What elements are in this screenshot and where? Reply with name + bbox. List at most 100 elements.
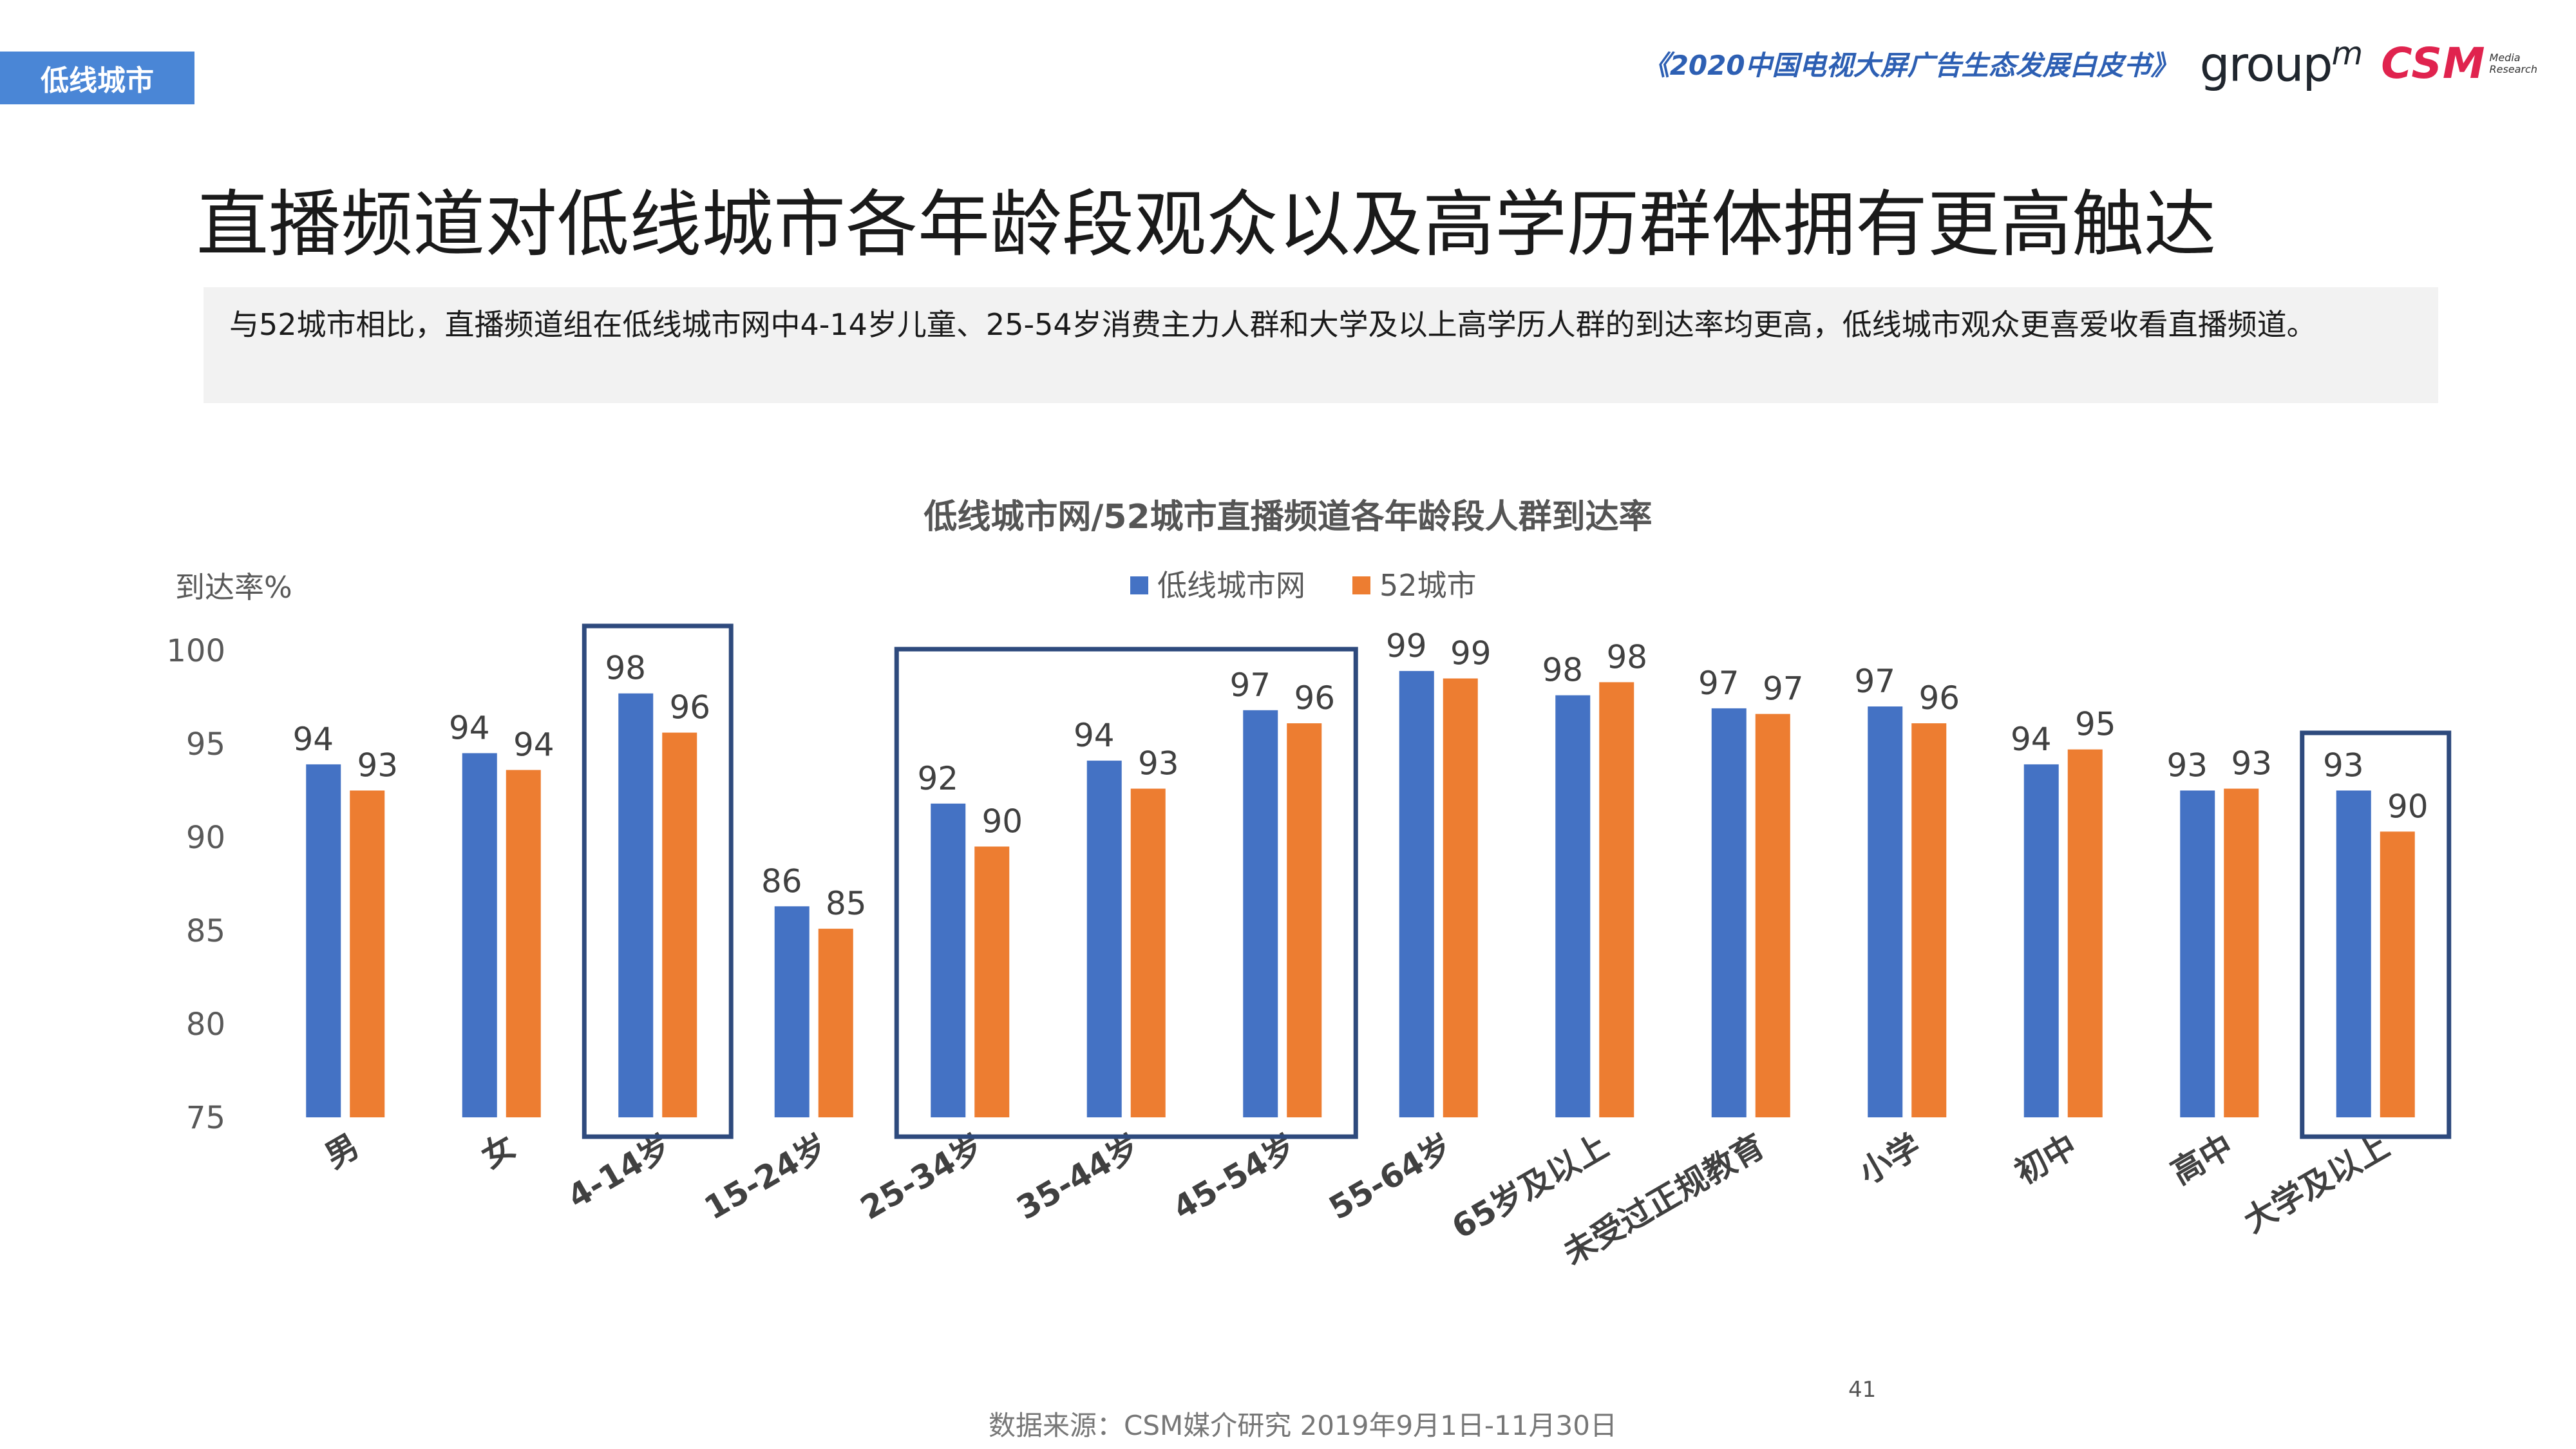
bar-lowtier [774,906,810,1117]
bar-52city [2067,749,2103,1117]
bar-52city [974,846,1010,1117]
bar-lowtier [931,803,966,1117]
bar-lowtier [1399,670,1434,1117]
y-axis-title: 到达率% [175,570,292,605]
header: 《2020中国电视大屏广告生态发展白皮书》 groupm CSM Media Re… [1643,35,2537,93]
bar-52city [818,929,853,1117]
data-label: 93 [1138,745,1179,782]
bar-lowtier [2023,764,2059,1117]
legend-swatch-1 [1352,576,1370,594]
data-label: 93 [2166,747,2208,784]
groupm-logo: groupm [2199,35,2363,93]
data-label: 98 [605,650,646,687]
y-tick-label: 90 [186,820,225,856]
x-category-label: 大学及以上 [2237,1127,2396,1240]
section-tag: 低线城市 [0,52,194,104]
bar-52city [1287,723,1322,1117]
x-category-label: 小学 [1853,1127,1927,1191]
x-category-label: 45-54岁 [1166,1127,1302,1227]
data-label: 90 [2387,788,2429,825]
groupm-logo-text: group [2199,37,2333,93]
groupm-logo-mark: m [2331,35,2363,72]
highlight-box [894,647,1358,1139]
summary-box: 与52城市相比，直播频道组在低线城市网中4-14岁儿童、25-54岁消费主力人群… [204,287,2438,403]
x-category-label: 男 [319,1127,365,1175]
summary-text: 与52城市相比，直播频道组在低线城市网中4-14岁儿童、25-54岁消费主力人群… [229,307,2316,342]
data-label: 96 [1294,679,1335,717]
csm-sub-media: Media [2489,51,2521,64]
legend-label-1: 52城市 [1379,568,1477,603]
x-category-label: 35-44岁 [1010,1127,1146,1227]
data-label: 99 [1386,627,1427,665]
data-label: 86 [761,862,802,900]
y-tick-label: 100 [166,633,225,669]
x-category-label: 高中 [2165,1127,2240,1191]
data-label: 99 [1450,635,1492,672]
data-label: 97 [1763,670,1804,708]
bar-52city [1599,682,1634,1117]
bar-52city [2380,831,2415,1117]
data-label: 85 [826,885,867,922]
bar-lowtier [2336,790,2371,1117]
data-label: 93 [2323,747,2364,784]
highlight-box [582,623,734,1139]
x-category-label: 女 [475,1127,521,1175]
data-label: 97 [1854,663,1895,700]
report-title: 《2020中国电视大屏广告生态发展白皮书》 [1642,50,2178,82]
data-label: 98 [1606,638,1647,676]
data-label: 93 [2231,745,2272,782]
y-tick-label: 75 [186,1100,225,1136]
data-label: 94 [2011,721,2052,758]
data-label: 96 [1918,679,1960,717]
data-label: 96 [669,689,710,726]
legend-swatch-0 [1130,576,1148,594]
page-number: 41 [1848,1377,1877,1403]
data-source: 数据来源：CSM媒介研究 2019年9月1日-11月30日 [989,1410,1617,1441]
data-label: 94 [1074,717,1115,754]
page-title: 直播频道对低线城市各年龄段观众以及高学历群体拥有更高触达 [196,183,2216,267]
bar-52city [1443,678,1478,1117]
data-label: 92 [917,760,958,797]
x-category-label: 15-24岁 [698,1127,834,1227]
bar-52city [1755,714,1790,1117]
y-tick-label: 80 [186,1007,225,1043]
data-label: 94 [513,726,554,764]
csm-sub-research: Research [2489,62,2537,75]
data-label: 97 [1698,665,1739,702]
data-label: 97 [1229,667,1271,704]
bar-lowtier [1086,761,1122,1117]
bar-lowtier [1555,695,1591,1117]
data-label: 94 [449,710,490,747]
bar-lowtier [1711,708,1747,1117]
x-category-label: 25-34岁 [854,1127,990,1227]
data-label: 93 [357,747,398,784]
bar-lowtier [618,693,654,1117]
data-label: 98 [1542,652,1583,689]
data-label: 90 [981,803,1023,840]
bar-lowtier [1868,706,1903,1117]
bar-52city [1911,723,1947,1117]
chart-title: 低线城市网/52城市直播频道各年龄段人群到达率 [923,498,1652,536]
bar-52city [506,770,541,1117]
bar-52city [662,732,697,1117]
bar-52city [2224,788,2259,1117]
data-label: 94 [292,721,334,758]
bar-lowtier [1243,710,1278,1117]
x-category-label: 4-14岁 [562,1127,678,1216]
bar-52city [1130,788,1166,1117]
legend-label-0: 低线城市网 [1157,568,1305,603]
csm-logo: CSM Media Research [2381,39,2537,88]
x-category-label: 初中 [2009,1127,2083,1191]
bar-lowtier [462,753,497,1117]
bar-lowtier [2180,790,2215,1117]
data-label: 95 [2075,706,2116,743]
x-category-label: 55-64岁 [1323,1127,1459,1227]
highlight-box [2300,730,2452,1139]
y-tick-label: 95 [186,726,225,762]
csm-logo-mark: CSM [2381,39,2486,89]
bar-52city [350,790,385,1117]
y-tick-label: 85 [186,913,225,949]
bar-lowtier [306,764,341,1117]
csm-logo-subtitle: Media Research [2490,52,2537,75]
